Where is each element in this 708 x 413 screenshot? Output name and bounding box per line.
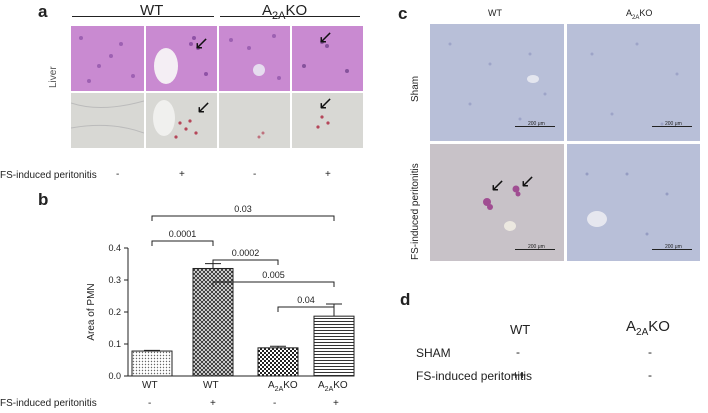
panel-b-sign-4: + — [333, 398, 339, 409]
micrograph-he-wt-sham — [71, 26, 144, 91]
significance-bracket — [277, 306, 335, 312]
y-tick-label: 0.3 — [108, 275, 121, 285]
micrograph-c-ko-sham — [567, 24, 700, 141]
arrow-icon: ↙ — [520, 171, 536, 191]
significance-bracket — [151, 240, 214, 246]
significance-label: 0.04 — [297, 295, 315, 305]
x-tick-label-1: WT — [142, 380, 158, 391]
panel-b-sign-2: + — [210, 398, 216, 409]
arrow-icon: ↙ — [196, 97, 212, 117]
scale-bar-label: 200 μm — [665, 244, 682, 250]
panel-c-row-fs: FS-induced peritonitis — [410, 163, 421, 260]
panel-a-condition-label: FS-induced peritonitis — [0, 170, 97, 181]
y-tick-label: 0.4 — [108, 243, 121, 253]
x-tick-label-2: WT — [203, 380, 219, 391]
scale-bar-label: 200 μm — [665, 121, 682, 127]
y-tick-label: 0.0 — [108, 371, 121, 381]
bar — [257, 347, 299, 377]
panel-d-cell: - — [648, 368, 652, 382]
significance-bracket — [212, 281, 335, 287]
significance-label: 0.0001 — [169, 229, 197, 239]
panel-d-col-a2ako: A2AKO — [626, 318, 670, 338]
panel-b-condition-label: FS-induced peritonitis — [0, 398, 97, 409]
panel-a-a2ako-underline — [220, 16, 360, 17]
significance-label: 0.0002 — [232, 248, 260, 258]
micrograph-he-ko-fs — [292, 26, 363, 91]
micrograph-he-ko-sham — [219, 26, 290, 91]
panel-d-label: d — [400, 290, 411, 309]
panel-a-group-wt: WT — [140, 2, 164, 19]
error-bar — [270, 345, 286, 348]
y-tick-label: 0.1 — [108, 339, 121, 349]
micrograph-c-ko-fs — [567, 144, 700, 261]
micrograph-c-wt-fs — [430, 144, 564, 261]
scale-bar-label: 200 μm — [528, 121, 545, 127]
arrow-icon: ↙ — [490, 175, 506, 195]
panel-c-label: c — [398, 4, 408, 23]
panel-d-cell: - — [516, 345, 520, 359]
panel-b-sign-1: - — [148, 398, 152, 409]
panel-a-sign-4: + — [325, 169, 331, 180]
panel-d-row-label: FS-induced peritonitis — [416, 369, 533, 383]
panel-d-cell: ++ — [512, 368, 527, 382]
bar — [131, 350, 173, 377]
panel-d-cell: - — [648, 345, 652, 359]
panel-b-sign-3: - — [273, 398, 277, 409]
x-tick-label-3: A2AKO — [268, 380, 298, 393]
arrow-icon: ↙ — [194, 33, 210, 53]
y-tick-label: 0.2 — [108, 307, 121, 317]
micrograph-ihc-wt-fs — [146, 93, 217, 148]
error-bar — [144, 349, 160, 352]
significance-bracket — [212, 259, 279, 265]
scale-bar — [652, 249, 692, 250]
micrograph-ihc-ko-sham — [219, 93, 290, 148]
micrograph-c-wt-sham — [430, 24, 564, 141]
micrograph-he-wt-fs — [146, 26, 217, 91]
significance-label: 0.03 — [234, 204, 252, 214]
significance-bracket — [151, 215, 335, 221]
panel-a-wt-underline — [72, 16, 214, 17]
y-axis-label: Area of PMN — [86, 283, 97, 340]
panel-a-sign-3: - — [253, 169, 257, 180]
scale-bar-label: 200 μm — [528, 244, 545, 250]
arrow-icon: ↙ — [318, 27, 334, 47]
micrograph-ihc-wt-sham — [71, 93, 144, 148]
panel-c-col-wt: WT — [488, 8, 502, 18]
panel-a-sign-1: - — [116, 169, 120, 180]
panel-d-row-label: SHAM — [416, 346, 451, 360]
panel-b-label: b — [38, 190, 49, 209]
arrow-icon: ↙ — [318, 93, 334, 113]
panel-d-col-wt: WT — [510, 322, 531, 337]
panel-c-col-a2ako: A2AKO — [626, 8, 653, 21]
scale-bar — [515, 126, 555, 127]
panel-a-label: a — [38, 2, 48, 21]
scale-bar — [652, 126, 692, 127]
significance-label: 0.005 — [262, 270, 285, 280]
panel-c-row-sham: Sham — [410, 75, 421, 102]
bar — [313, 315, 355, 377]
scale-bar — [515, 249, 555, 250]
x-tick-label-4: A2AKO — [318, 380, 348, 393]
panel-a-sign-2: + — [179, 169, 185, 180]
micrograph-ihc-ko-fs — [292, 93, 363, 148]
